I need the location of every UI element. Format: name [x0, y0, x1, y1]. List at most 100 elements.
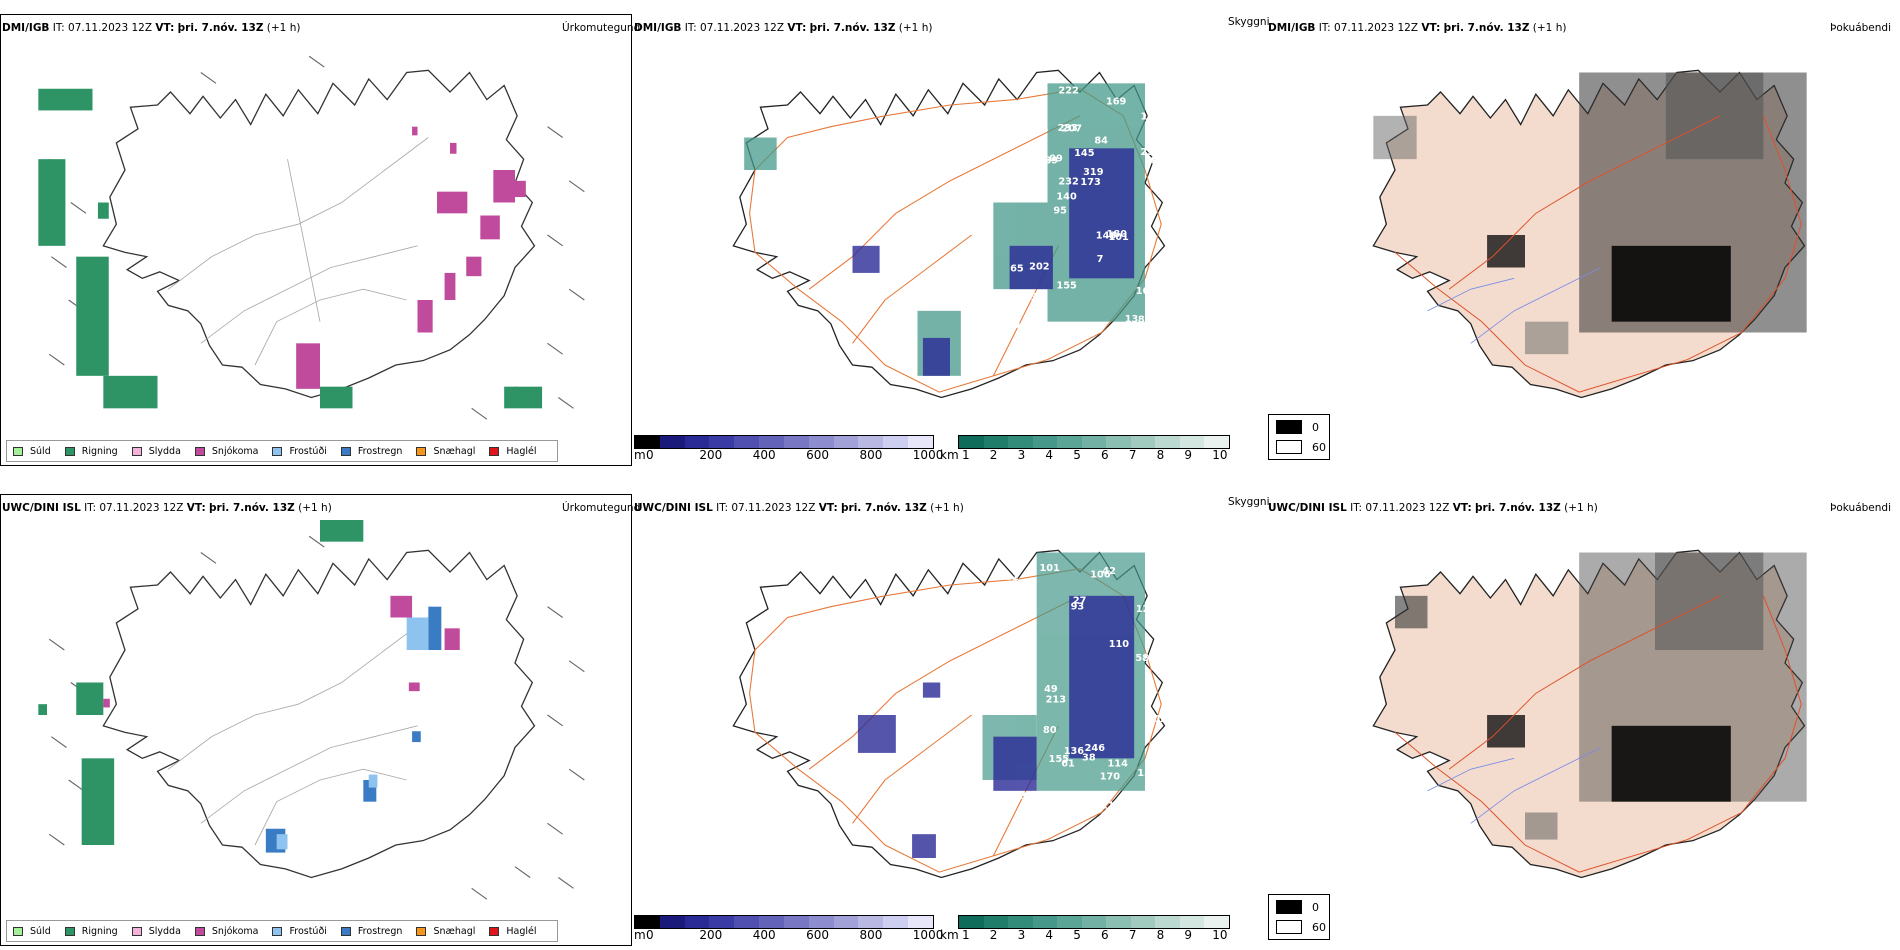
colorbar-tick-label: 6: [1101, 928, 1109, 942]
cloud-base-value-label: 80: [1023, 590, 1037, 601]
colorbar-segment: [908, 916, 933, 928]
colorbar-tick-label: 7: [1128, 928, 1137, 942]
colorbar-segment: [883, 436, 909, 448]
cloud-base-value-label: 101: [1039, 563, 1060, 574]
visibility-colorbar: [958, 915, 1230, 929]
vt-label: VT:: [155, 22, 175, 34]
fog-river-lines: [1427, 747, 1602, 824]
colorbar-segment: [659, 916, 685, 928]
cloud-base-value-label: 336: [1024, 292, 1045, 303]
cloud-base-value-label: 65: [1010, 263, 1024, 274]
colorbar-tick-label: 9: [1184, 448, 1193, 462]
precip-panel-frame: [0, 14, 632, 466]
vt-value: þri. 7.nóv. 13Z: [841, 502, 927, 514]
fog-swatch: [1276, 420, 1302, 434]
colorbar-segment: [883, 916, 909, 928]
cloud-base-value-label: 110: [1101, 801, 1122, 812]
legend-label: Rigning: [81, 925, 118, 937]
colorbar-tick-label: 10: [1212, 928, 1228, 942]
vt-label: VT:: [818, 502, 838, 514]
colorbar-segment: [734, 436, 760, 448]
legend-swatch: [489, 926, 500, 936]
it-value: 07.11.2023 12Z: [731, 502, 816, 514]
vt-label: VT:: [1421, 22, 1441, 34]
legend-item: Haglél: [489, 925, 537, 937]
fog-map: [1372, 69, 1807, 399]
legend-swatch: [131, 446, 142, 456]
cloud-base-value-label: 93: [1071, 601, 1085, 612]
cloud-base-value-label: 319: [1083, 167, 1104, 178]
legend-swatch: [489, 446, 500, 456]
fog-swatch: [1276, 920, 1302, 934]
visibility-ticks: 1 2 3 4 5 6 7 8 9 10: [962, 448, 1234, 462]
fog-river-lines: [1427, 267, 1602, 344]
cloud-base-value-label: 106: [1136, 286, 1157, 297]
cloud-base-value-label: 89: [1138, 315, 1152, 326]
panel-header: UWC/DINI ISL IT: 07.11.2023 12Z VT: þri.…: [2, 502, 332, 514]
lead-time: (+1 h): [898, 22, 933, 34]
lead-time: (+1 h): [298, 502, 332, 514]
cloud-base-value-label: 11: [1155, 169, 1169, 180]
cloud-base-value-label: 89: [1153, 603, 1167, 614]
cloud-base-value-label: 150: [1075, 329, 1096, 340]
precip-freezing-drizzle: [276, 617, 429, 850]
cloud-base-value-label: 222: [1058, 86, 1078, 97]
precip-rain: [38, 88, 543, 409]
colorbar-segment: [1057, 436, 1082, 448]
legend-label: Haglél: [506, 925, 537, 937]
precip-title: Úrkomutegund: [562, 502, 641, 514]
colorbar-segment: [759, 916, 784, 928]
colorbar-segment: [783, 916, 809, 928]
cloud-base-value-label: 102: [1147, 714, 1167, 725]
legend-item: Frostregn: [340, 446, 402, 457]
cloud-base-value-label: 84: [1094, 135, 1108, 146]
legend-swatch: [64, 446, 75, 456]
colorbar-tick-label: 800: [859, 448, 883, 462]
fog-road-lines: [1394, 115, 1802, 393]
it-label: IT:: [52, 22, 65, 34]
colorbar-segment: [659, 436, 685, 448]
model-name: DMI/IGB: [2, 22, 50, 34]
precip-title: Úrkomutegund: [562, 22, 641, 34]
fog-title: Þokuábendi: [1830, 502, 1891, 514]
cloud-base-value-label: 205: [1149, 756, 1170, 767]
colorbar-segment: [908, 436, 933, 448]
cloud-base-value-label: 518: [998, 303, 1019, 314]
panel-header: DMI/IGB IT: 07.11.2023 12Z VT: þri. 7.nó…: [634, 22, 932, 34]
colorbar-tick-label: 4: [1045, 928, 1054, 942]
colorbar-segment: [1081, 916, 1107, 928]
colorbar-tick-label: 1000: [912, 928, 944, 942]
cloud-base-value-label: 136: [1064, 746, 1085, 757]
cloud-base-value-label: 140: [1056, 191, 1077, 202]
colorbar-tick-label: 3: [1017, 928, 1026, 942]
row-1: DMI/IGB IT: 07.11.2023 12Z VT: þri. 7.nó…: [0, 0, 1900, 470]
cloud-base-colorbar: [634, 915, 934, 929]
cloud-base-value-label: 188: [1028, 124, 1049, 135]
cloud-base-value-label: 145: [1074, 148, 1095, 159]
fog-shading: [1395, 552, 1807, 840]
colorbar-segment: [959, 436, 984, 448]
colorbar-tick-label: 400: [752, 448, 776, 462]
visibility-ticks: 1 2 3 4 5 6 7 8 9 10: [962, 928, 1234, 942]
colorbar-tick-label: 10: [1212, 448, 1228, 462]
cloud-base-value-label: 169: [1106, 97, 1127, 108]
legend-label: Snjókoma: [211, 445, 259, 457]
colorbar-segment: [1106, 916, 1131, 928]
cloud-base-value-label: 207: [1062, 124, 1083, 135]
it-label: IT:: [684, 22, 697, 34]
legend-swatch: [64, 926, 75, 936]
legend-item: Frostúði: [272, 925, 327, 937]
legend-swatch: [272, 926, 283, 936]
cloud-base-value-label: 292: [1007, 121, 1027, 132]
cloud-labels: 89 22 103 95 84 14 233 145 65 109 518 336 207 319 101 2…: [998, 86, 1169, 340]
legend-label: Frostúði: [289, 925, 327, 937]
cloud-base-value-label: 155: [1056, 280, 1077, 291]
cloud-base-value-label: 109: [1042, 153, 1063, 164]
cloud-map: 1332052461061141108915780170754942381361…: [732, 549, 1175, 879]
visibility-colorbar: [958, 435, 1230, 449]
legend-label: Slydda: [148, 925, 181, 937]
colorbar-tick-label: 0: [646, 448, 654, 462]
colorbar-segment: [1204, 436, 1230, 448]
colorbar-tick-label: 600: [806, 448, 829, 462]
precip-legend: Súld Rigning Slydda Snjókoma Frostúði Fr…: [6, 440, 558, 462]
